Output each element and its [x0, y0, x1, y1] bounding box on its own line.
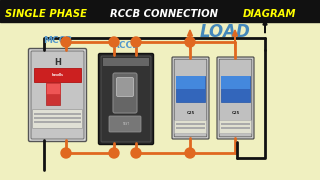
- Bar: [176, 127, 205, 129]
- Text: SINGLE PHASE: SINGLE PHASE: [5, 9, 87, 19]
- Bar: [34, 121, 81, 123]
- Bar: [46, 83, 60, 94]
- FancyBboxPatch shape: [116, 78, 133, 96]
- Bar: [0, 0, 320, 22]
- Bar: [176, 76, 205, 89]
- Text: RCCB: RCCB: [113, 40, 140, 50]
- Text: LOAD: LOAD: [200, 23, 250, 41]
- Bar: [176, 76, 205, 102]
- Text: RCCB CONNECTION: RCCB CONNECTION: [110, 9, 218, 19]
- FancyBboxPatch shape: [101, 56, 151, 142]
- FancyBboxPatch shape: [113, 73, 137, 113]
- Text: havells: havells: [52, 73, 63, 77]
- Bar: [221, 76, 250, 89]
- Circle shape: [61, 37, 71, 47]
- Bar: [221, 123, 250, 125]
- FancyArrow shape: [263, 19, 267, 33]
- FancyBboxPatch shape: [172, 57, 209, 139]
- Bar: [103, 58, 149, 66]
- Text: C25: C25: [231, 111, 240, 115]
- Bar: [46, 83, 60, 105]
- FancyBboxPatch shape: [31, 51, 84, 139]
- Circle shape: [109, 148, 119, 158]
- Bar: [221, 127, 250, 129]
- FancyBboxPatch shape: [28, 48, 86, 141]
- FancyBboxPatch shape: [219, 59, 252, 137]
- Circle shape: [185, 37, 195, 47]
- Text: C25: C25: [186, 111, 195, 115]
- FancyArrow shape: [188, 30, 193, 50]
- FancyBboxPatch shape: [99, 53, 154, 145]
- Circle shape: [185, 148, 195, 158]
- Text: TEST: TEST: [123, 122, 130, 126]
- Circle shape: [131, 37, 141, 47]
- FancyBboxPatch shape: [220, 120, 252, 134]
- Bar: [34, 117, 81, 119]
- FancyArrow shape: [233, 30, 237, 50]
- FancyBboxPatch shape: [174, 120, 206, 134]
- Circle shape: [61, 148, 71, 158]
- Bar: [176, 123, 205, 125]
- Bar: [34, 68, 81, 82]
- Text: MCCB: MCCB: [43, 35, 72, 44]
- FancyBboxPatch shape: [33, 109, 83, 129]
- Bar: [221, 76, 250, 102]
- Circle shape: [131, 148, 141, 158]
- Text: DIAGRAM: DIAGRAM: [243, 9, 297, 19]
- FancyBboxPatch shape: [217, 57, 254, 139]
- Bar: [34, 113, 81, 115]
- FancyBboxPatch shape: [109, 116, 141, 132]
- Circle shape: [109, 37, 119, 47]
- FancyBboxPatch shape: [174, 59, 207, 137]
- Text: H: H: [54, 57, 61, 66]
